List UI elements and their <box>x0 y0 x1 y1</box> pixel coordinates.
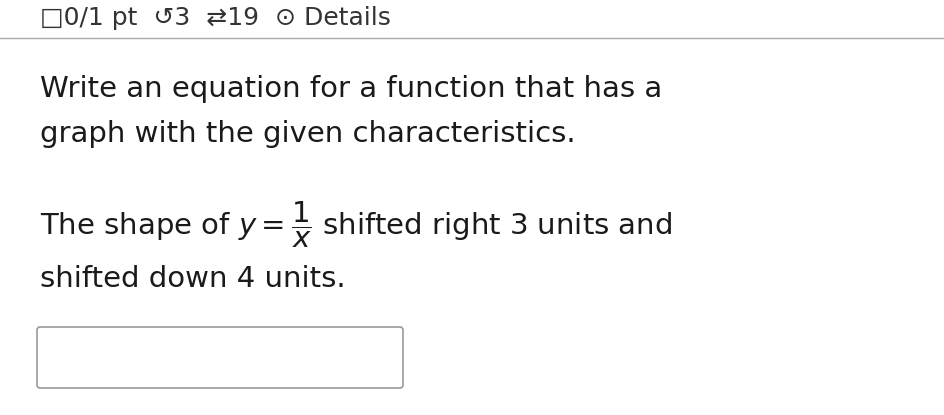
Text: Write an equation for a function that has a: Write an equation for a function that ha… <box>40 75 662 103</box>
Text: □0/1 pt  ↺3  ⇄19  ⊙ Details: □0/1 pt ↺3 ⇄19 ⊙ Details <box>40 6 391 30</box>
Text: The shape of $y = \dfrac{1}{x}$ shifted right 3 units and: The shape of $y = \dfrac{1}{x}$ shifted … <box>40 200 671 250</box>
Text: graph with the given characteristics.: graph with the given characteristics. <box>40 120 575 148</box>
Text: shifted down 4 units.: shifted down 4 units. <box>40 265 346 293</box>
FancyBboxPatch shape <box>37 327 402 388</box>
